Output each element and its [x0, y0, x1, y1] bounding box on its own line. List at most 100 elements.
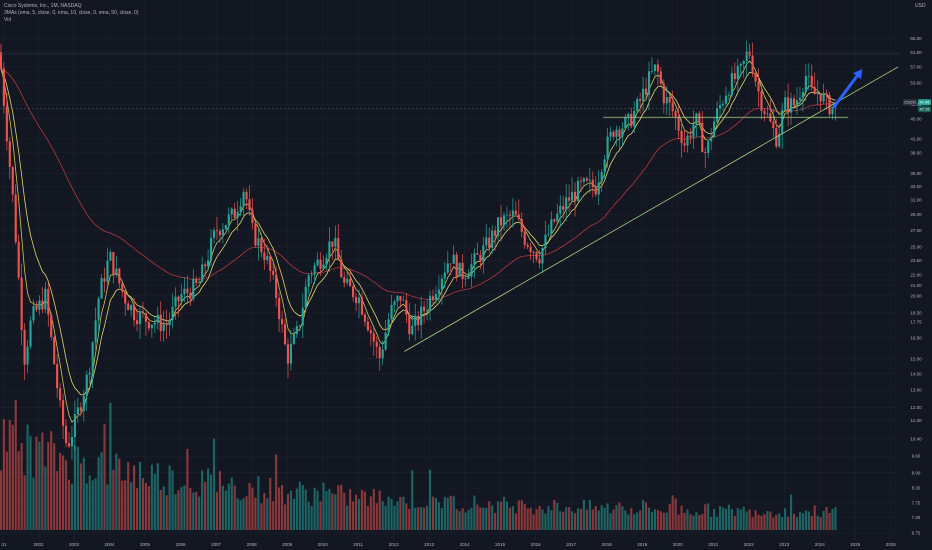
volume-bar	[82, 457, 85, 530]
volume-bar	[787, 516, 790, 530]
volume-bar	[662, 512, 665, 530]
candle-body	[630, 113, 633, 127]
volume-bar	[680, 505, 683, 530]
price-tick-label: 27.00	[910, 228, 922, 233]
candle-body	[316, 259, 319, 266]
volume-bar	[162, 486, 165, 530]
time-tick-label: 2018	[602, 542, 613, 547]
volume-bar	[242, 498, 245, 530]
candle-body	[482, 245, 485, 262]
candle-body	[754, 73, 757, 82]
candle-body	[538, 259, 541, 264]
candle-body	[825, 93, 828, 96]
candle-body	[807, 75, 810, 77]
candle-body	[514, 210, 517, 215]
volume-bar	[44, 466, 47, 530]
candle-body	[795, 100, 799, 106]
volume-bar	[695, 512, 698, 530]
time-tick-label: 2021	[708, 542, 719, 547]
volume-bar	[745, 511, 748, 530]
candle-body	[813, 87, 816, 95]
candle-body	[408, 314, 411, 335]
candle-body	[730, 73, 733, 95]
candle-body	[5, 105, 8, 142]
candle-body	[831, 106, 834, 115]
candle-body	[644, 88, 648, 95]
candle-body	[159, 314, 162, 331]
candle-body	[257, 238, 260, 246]
volume-bar	[396, 501, 399, 530]
candle-body	[680, 130, 683, 144]
candle-body	[100, 278, 103, 299]
volume-bar	[644, 502, 648, 530]
price-axis[interactable]: 6.75 7.25 7.75 8.30 8.90 9.60 10.40 11.30 12.00 1…	[910, 36, 922, 536]
volume-bar	[707, 503, 710, 530]
candle-body	[686, 135, 689, 146]
candle-body	[245, 191, 248, 200]
volume-bar	[428, 469, 432, 530]
volume-bar	[183, 485, 186, 530]
candle-body	[112, 252, 115, 276]
candle-body	[283, 324, 287, 345]
candle-body	[363, 314, 366, 322]
volume-bar	[103, 424, 106, 530]
candle-body	[778, 133, 781, 147]
candle-body	[233, 208, 236, 218]
time-tick-label: 2008	[247, 542, 258, 547]
volume-bar	[636, 512, 639, 530]
volume-bar	[272, 501, 275, 530]
volume-bar	[775, 514, 778, 530]
candle-body	[76, 407, 79, 415]
volume-bar	[53, 443, 56, 530]
time-tick-label: 2017	[566, 542, 577, 547]
volume-bar	[328, 488, 331, 530]
candle-body	[47, 288, 50, 315]
volume-bar	[526, 508, 529, 530]
volume-bar	[254, 497, 257, 530]
candle-body	[591, 179, 594, 187]
candle-body	[784, 97, 787, 111]
candle-body	[671, 102, 674, 112]
candle-body	[115, 268, 118, 276]
candle-body	[633, 110, 636, 127]
volume-bar	[340, 484, 343, 530]
volume-bar	[23, 475, 26, 530]
candle-body	[787, 97, 790, 113]
volume-bar	[11, 424, 14, 530]
volume-bar	[686, 509, 689, 530]
volume-bar	[417, 507, 420, 530]
volume-bar	[346, 505, 349, 530]
volume-bar	[606, 503, 609, 530]
horizontal-levels	[0, 53, 900, 109]
candle-body	[230, 208, 233, 215]
candle-body	[535, 252, 538, 260]
candle-body	[790, 98, 793, 113]
candle-body	[127, 303, 130, 311]
volume-bar	[455, 509, 458, 530]
symbol-title[interactable]: Cisco Systems, Inc., 1M, NASDAQ	[4, 3, 82, 9]
volume-bar	[502, 496, 506, 530]
volume-bar	[426, 505, 429, 530]
volume-bar	[414, 507, 417, 530]
volume-bar	[14, 400, 17, 530]
time-tick-label: 2025	[850, 542, 861, 547]
candle-body	[372, 333, 375, 342]
volume-bar	[511, 506, 514, 530]
time-tick-label: 2003	[69, 542, 80, 547]
candle-body	[579, 180, 583, 182]
price-tick-label: 9.60	[912, 454, 921, 459]
volume-bar	[807, 511, 810, 530]
candle-body	[328, 241, 331, 258]
candle-body	[381, 349, 384, 359]
volume-legend[interactable]: Vol	[4, 17, 11, 23]
volume-bar	[245, 496, 248, 530]
candle-body	[467, 276, 470, 279]
candle-body	[168, 319, 171, 326]
indicator-legend[interactable]: 3MAs (ema, 5, close, 0, ema, 10, close, …	[4, 10, 139, 16]
candle-body	[331, 241, 334, 247]
volume-bar	[671, 495, 674, 530]
time-axis[interactable]: 01 2002 2003 2004 2005 2006 2007 2008 2009 2010 20…	[1, 542, 896, 547]
volume-bar	[713, 508, 716, 530]
volume-bar	[153, 473, 156, 530]
